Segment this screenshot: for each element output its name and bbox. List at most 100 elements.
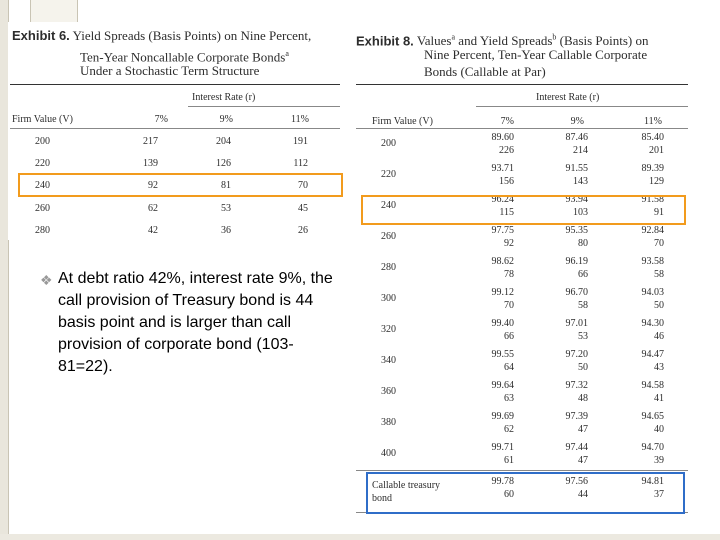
- exhibit-8-header-rule: [356, 128, 688, 129]
- yield-spread-cell: 66: [504, 331, 514, 342]
- bond-value-cell: 96.70: [565, 287, 589, 298]
- exhibit-8-label: Exhibit 8.: [356, 33, 414, 49]
- firm-value-cell: 240: [381, 200, 396, 211]
- yield-spread-cell: 62: [504, 424, 514, 435]
- yield-spread-cell: 115: [499, 207, 514, 218]
- yield-spread-cell: 39: [654, 455, 664, 466]
- slide-bottom-border: [0, 534, 720, 540]
- exhibit-6-top-rule: [10, 84, 340, 85]
- yield-spread-cell: 64: [504, 362, 514, 373]
- bond-value-cell: 96.24: [491, 194, 515, 205]
- bond-value-cell: 97.75: [491, 225, 515, 236]
- bond-value-cell: 99.69: [491, 411, 515, 422]
- bond-value-cell: 94.58: [641, 380, 665, 391]
- exhibit-8-title-line-3: Bonds (Callable at Par): [424, 64, 546, 79]
- yield-spread-cell: 70: [654, 238, 664, 249]
- firm-value-cell: 320: [381, 324, 396, 335]
- exhibit-6-col-11: 11%: [291, 114, 309, 125]
- exhibit-6-table: Exhibit 6. Yield Spreads (Basis Points) …: [8, 22, 344, 240]
- bond-value-cell: 94.70: [641, 442, 665, 453]
- firm-value-cell: 400: [381, 448, 396, 459]
- yield-spread-cell: 63: [504, 393, 514, 404]
- yield-spread-cell: 58: [578, 300, 588, 311]
- bond-value-cell: 87.46: [565, 132, 589, 143]
- bond-value-cell: 93.58: [641, 256, 665, 267]
- bond-value-cell: 94.30: [641, 318, 665, 329]
- firm-value-cell: 220: [381, 169, 396, 180]
- yield-spread-cell: 50: [654, 300, 664, 311]
- yield-spread-cell: 48: [578, 393, 588, 404]
- yield-spread-cell: 50: [578, 362, 588, 373]
- bond-value-cell: 97.39: [565, 411, 589, 422]
- bond-value-cell: 99.55: [491, 349, 515, 360]
- bond-value-cell: 91.55: [565, 163, 589, 174]
- yield-spread-cell: 80: [578, 238, 588, 249]
- exhibit-8-table: Exhibit 8. Valuesa and Yield Spreadsb (B…: [354, 24, 692, 516]
- bond-value-cell: 98.62: [491, 256, 515, 267]
- bond-value-cell: 93.94: [565, 194, 589, 205]
- yield-spread-cell: 47: [578, 424, 588, 435]
- yield-spread-cell: 91: [654, 207, 664, 218]
- yield-spread-cell: 47: [578, 455, 588, 466]
- bond-value-cell: 96.19: [565, 256, 589, 267]
- yield-spread-cell: 43: [654, 362, 664, 373]
- bullet-text: At debt ratio 42%, interest rate 9%, the…: [58, 270, 333, 375]
- exhibit-6-group-rule: [188, 106, 340, 107]
- bond-value-cell: 99.71: [491, 442, 515, 453]
- bond-value-cell: 92.84: [641, 225, 665, 236]
- bond-value-cell: 89.39: [641, 163, 665, 174]
- bond-value-cell: 97.32: [565, 380, 589, 391]
- yield-spread-cell: 53: [578, 331, 588, 342]
- bond-value-cell: 94.03: [641, 287, 665, 298]
- exhibit-6-label: Exhibit 6.: [12, 28, 70, 43]
- exhibit-6-highlight-box: [18, 173, 343, 197]
- slide-top-tab: [30, 0, 78, 23]
- bullet-icon: ❖: [40, 272, 53, 288]
- yield-spread-cell: 103: [573, 207, 588, 218]
- firm-value-cell: 280: [381, 262, 396, 273]
- exhibit-8-highlight-box: [361, 195, 686, 225]
- bond-value-cell: 95.35: [565, 225, 589, 236]
- exhibit-8-treasury-rule: [356, 470, 688, 471]
- yield-spread-cell: 58: [654, 269, 664, 280]
- firm-value-cell: 380: [381, 417, 396, 428]
- yield-spread-cell: 66: [578, 269, 588, 280]
- exhibit-6-title-line-1: Exhibit 6. Yield Spreads (Basis Points) …: [12, 28, 312, 43]
- exhibit-6-header-rule: [10, 128, 340, 129]
- bond-value-cell: 99.64: [491, 380, 515, 391]
- bond-value-cell: 97.01: [565, 318, 589, 329]
- yield-spread-cell: 40: [654, 424, 664, 435]
- footnote-marker: a: [451, 33, 456, 42]
- exhibit-8-col-firm-value: Firm Value (V): [372, 116, 433, 127]
- yield-spread-cell: 226: [499, 145, 514, 156]
- yield-spread-cell: 214: [573, 145, 588, 156]
- exhibit-6-title-line-2: Ten-Year Noncallable Corporate Bondsa: [80, 49, 289, 65]
- firm-value-cell: 300: [381, 293, 396, 304]
- firm-value-cell: 200: [381, 138, 396, 149]
- firm-value-cell: 340: [381, 355, 396, 366]
- exhibit-6-group-header: Interest Rate (r): [192, 92, 256, 103]
- bond-value-cell: 99.12: [491, 287, 515, 298]
- slide-left-border: [0, 0, 8, 540]
- yield-spread-cell: 78: [504, 269, 514, 280]
- exhibit-6-col-9: 9%: [219, 114, 233, 125]
- yield-spread-cell: 46: [654, 331, 664, 342]
- yield-spread-cell: 41: [654, 393, 664, 404]
- yield-spread-cell: 156: [499, 176, 514, 187]
- exhibit-8-top-rule: [356, 84, 688, 85]
- yield-spread-cell: 201: [649, 145, 664, 156]
- yield-spread-cell: 129: [649, 176, 664, 187]
- yield-spread-cell: 61: [504, 455, 514, 466]
- bond-value-cell: 99.40: [491, 318, 515, 329]
- exhibit-8-col-9: 9%: [570, 116, 584, 127]
- bond-value-cell: 93.71: [491, 163, 515, 174]
- footnote-marker: b: [552, 33, 557, 42]
- exhibit-8-title-line-2: Nine Percent, Ten-Year Callable Corporat…: [424, 47, 648, 62]
- firm-value-cell: 360: [381, 386, 396, 397]
- bond-value-cell: 94.65: [641, 411, 665, 422]
- slide-left-line: [8, 0, 9, 540]
- yield-spread-cell: 143: [573, 176, 588, 187]
- yield-spread-cell: 70: [504, 300, 514, 311]
- bond-value-cell: 85.40: [641, 132, 665, 143]
- bond-value-cell: 94.47: [641, 349, 665, 360]
